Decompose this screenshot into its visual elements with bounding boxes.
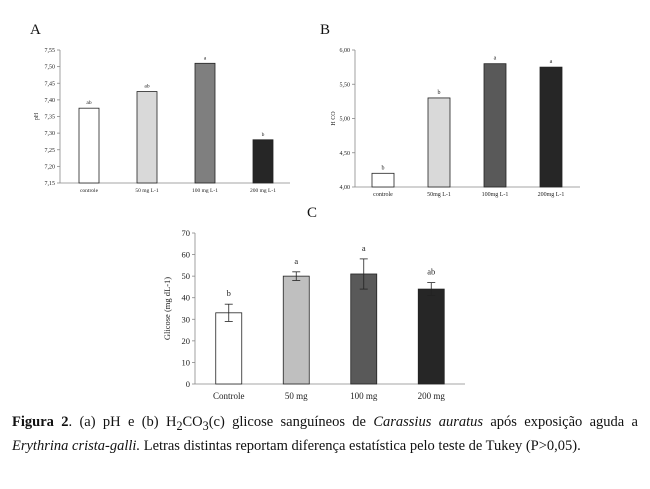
significance-letter-b-2: b xyxy=(438,90,441,96)
significance-letter-c-4: ab xyxy=(427,267,435,277)
x-tick-label-a-4: 200 mg L-1 xyxy=(250,188,276,194)
y-tick-label-a: 7,40 xyxy=(45,98,56,104)
y-tick-label-a: 7,30 xyxy=(45,131,56,137)
caption-species-2: Erythrina crista-galli. xyxy=(12,437,141,454)
significance-letter-b-4: a xyxy=(550,59,553,65)
x-tick-label-c-2: 50 mg xyxy=(285,391,308,401)
significance-letter-a-4: b xyxy=(262,132,265,138)
significance-letter-c-2: a xyxy=(294,256,298,266)
y-tick-label-b: 6,00 xyxy=(340,48,351,54)
y-tick-label-a: 7,50 xyxy=(45,65,56,71)
bar-a-3 xyxy=(194,62,216,184)
bar-c-1 xyxy=(215,312,243,385)
x-tick-label-a-1: controle xyxy=(80,188,99,194)
caption-subscript-2: 2 xyxy=(176,418,183,433)
bar-c-2 xyxy=(282,275,310,385)
figure-caption: Figura 2. (a) pH e (b) H2CO3(c) glicose … xyxy=(12,412,638,456)
significance-letter-a-2: ab xyxy=(144,84,149,90)
y-tick-label-b: 5,50 xyxy=(340,82,351,88)
bar-a-1 xyxy=(78,107,100,184)
significance-letter-c-1: b xyxy=(227,288,231,298)
x-tick-label-c-3: 100 mg xyxy=(350,391,378,401)
y-tick-label-b: 4,50 xyxy=(340,151,351,157)
caption-figure-number: Figura 2 xyxy=(12,414,69,430)
significance-letter-a-1: ab xyxy=(86,100,91,106)
y-tick-label-c: 20 xyxy=(182,336,191,346)
y-tick-label-c: 0 xyxy=(186,379,190,389)
caption-text-3: após exposição aguda a xyxy=(483,414,638,430)
caption-text-4: Letras distintas reportam diferença esta… xyxy=(140,437,581,454)
bar-b-2 xyxy=(427,97,451,188)
significance-letter-c-3: a xyxy=(362,243,366,253)
significance-letter-a-3: a xyxy=(204,55,207,61)
x-tick-label-b-3: 100mg L-1 xyxy=(482,192,509,198)
x-tick-label-b-2: 50mg L-1 xyxy=(427,192,451,198)
bar-b-3 xyxy=(483,63,507,188)
panel-label-a: A xyxy=(30,22,41,38)
x-tick-label-b-4: 200mg L-1 xyxy=(538,192,565,198)
y-tick-label-c: 50 xyxy=(182,271,191,281)
x-tick-label-c-1: Controle xyxy=(213,391,245,401)
y-tick-label-a: 7,45 xyxy=(45,81,56,87)
y-tick-label-c: 40 xyxy=(182,293,191,303)
caption-text-1: . (a) pH e (b) H xyxy=(68,414,177,430)
panel-label-c: C xyxy=(307,205,318,221)
bar-b-1 xyxy=(371,172,395,188)
bar-a-2 xyxy=(136,91,158,184)
y-tick-label-c: 30 xyxy=(182,314,191,324)
caption-co: CO xyxy=(182,414,203,430)
x-tick-label-a-2: 50 mg L-1 xyxy=(135,188,158,194)
bar-c-4 xyxy=(417,288,445,385)
y-tick-label-a: 7,35 xyxy=(45,115,56,121)
y-tick-label-c: 10 xyxy=(182,357,191,367)
y-axis-title-b: H CO xyxy=(331,111,337,126)
y-tick-label-a: 7,55 xyxy=(45,48,56,54)
y-tick-label-c: 60 xyxy=(182,250,191,260)
caption-species-1: Carassius auratus xyxy=(373,414,484,430)
panel-label-b: B xyxy=(320,22,331,38)
x-tick-label-b-1: controle xyxy=(373,192,393,198)
caption-subscript-3: 3 xyxy=(202,418,209,433)
y-tick-label-a: 7,20 xyxy=(45,164,56,170)
y-tick-label-c: 70 xyxy=(182,228,191,238)
y-tick-label-b: 4,00 xyxy=(340,185,351,191)
significance-letter-b-1: b xyxy=(382,165,385,171)
x-tick-label-a-3: 100 mg L-1 xyxy=(192,188,218,194)
significance-letter-b-3: a xyxy=(494,56,497,62)
y-axis-title-c: Glicose (mg dL-1) xyxy=(162,277,172,340)
y-tick-label-a: 7,15 xyxy=(45,181,56,187)
y-tick-label-a: 7,25 xyxy=(45,148,56,154)
y-axis-title-a: pH xyxy=(34,112,40,120)
bar-b-4 xyxy=(539,66,563,188)
caption-text-2: (c) glicose sanguíneos de xyxy=(208,414,374,430)
y-tick-label-b: 5,00 xyxy=(340,117,351,123)
bar-a-4 xyxy=(252,139,274,184)
bar-c-3 xyxy=(350,273,378,385)
x-tick-label-c-4: 200 mg xyxy=(418,391,446,401)
